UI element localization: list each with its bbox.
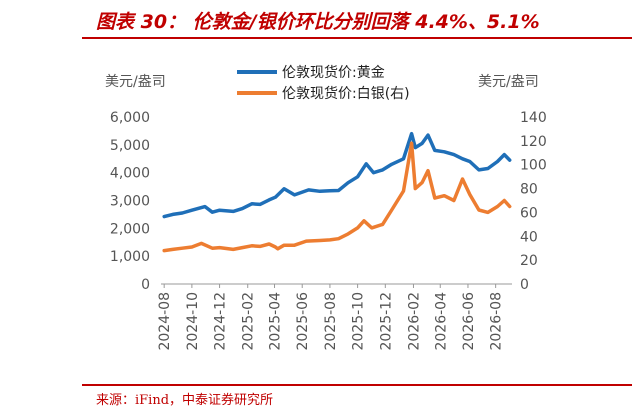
- right-tick-label: 0: [520, 277, 529, 293]
- x-tick-label: 2026-08: [489, 292, 505, 351]
- figure-title: 图表 30： 伦敦金/银价环比分别回落 4.4%、5.1%: [96, 11, 540, 33]
- left-tick-label: 6,000: [110, 110, 150, 126]
- x-tick-label: 2024-08: [157, 292, 173, 351]
- right-axis-unit: 美元/盎司: [478, 74, 539, 90]
- right-tick-label: 140: [520, 110, 547, 126]
- gold-series-line: [162, 131, 512, 219]
- x-tick-label: 2025-12: [378, 292, 394, 351]
- right-tick-label: 120: [520, 134, 547, 150]
- x-tick-label: 2024-10: [185, 292, 201, 351]
- x-tick-label: 2024-12: [213, 292, 229, 351]
- x-tick-label: 2026-02: [406, 292, 422, 351]
- x-tick-label: 2025-04: [268, 292, 284, 351]
- right-tick-label: 80: [520, 182, 538, 198]
- footer-rule: [82, 384, 632, 386]
- right-tick-label: 20: [520, 253, 538, 269]
- silver-series-line: [162, 141, 512, 253]
- legend-label: 伦敦现货价:白银(右): [282, 85, 410, 102]
- left-tick-label: 2,000: [110, 221, 150, 237]
- title-rule: [82, 37, 632, 39]
- figure-header: 图表 30： 伦敦金/银价环比分别回落 4.4%、5.1%: [0, 0, 632, 38]
- x-tick-label: 2026-06: [461, 292, 477, 351]
- left-axis-unit: 美元/盎司: [105, 74, 166, 90]
- x-tick-label: 2025-08: [323, 292, 339, 351]
- x-tick-label: 2025-10: [351, 292, 367, 351]
- right-tick-label: 60: [520, 205, 538, 221]
- right-tick-label: 100: [520, 158, 547, 174]
- right-tick-label: 40: [520, 229, 538, 245]
- legend-label: 伦敦现货价:黄金: [282, 64, 385, 81]
- left-tick-label: 1,000: [110, 249, 150, 265]
- x-tick-label: 2026-04: [433, 292, 449, 351]
- x-tick-label: 2025-02: [241, 292, 257, 351]
- chart: 美元/盎司 美元/盎司 0 1,000 2,000 3,000 4,000 5,000 6,00…: [105, 64, 547, 351]
- left-tick-label: 5,000: [110, 138, 150, 154]
- left-tick-label: 0: [141, 277, 150, 293]
- left-tick-label: 3,000: [110, 194, 150, 210]
- x-tick-label: 2025-06: [295, 292, 311, 351]
- left-tick-label: 4,000: [110, 166, 150, 182]
- figure-source: 来源：iFind，中泰证券研究所: [96, 393, 274, 408]
